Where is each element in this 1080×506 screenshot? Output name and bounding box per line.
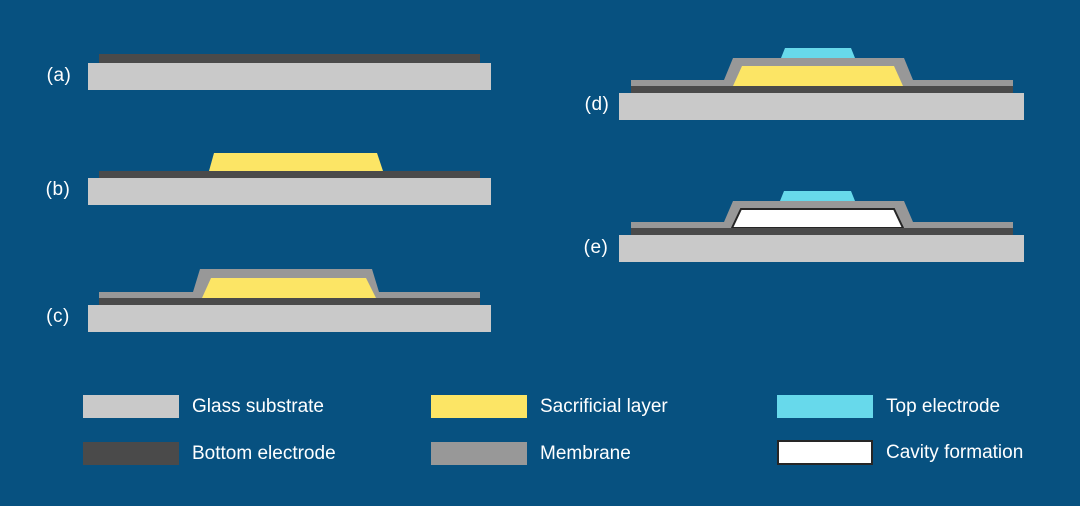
glass-substrate-shape [88, 63, 491, 90]
sacrificial-layer-swatch [431, 395, 527, 418]
panel-label-a: (a) [46, 65, 72, 86]
top-electrode-shape [780, 191, 855, 201]
sacrificial-layer-shape [209, 153, 383, 171]
glass-substrate-shape [88, 178, 491, 205]
cavity-formation-swatch [777, 440, 873, 465]
panel-a-drawing [88, 54, 491, 90]
legend-item-membrane: Membrane [431, 441, 631, 466]
legend-item-top-electrode: Top electrode [777, 394, 1000, 419]
bottom-electrode-shape [99, 54, 480, 63]
legend-item-cavity-formation: Cavity formation [777, 440, 1023, 465]
legend-label: Sacrificial layer [540, 395, 668, 417]
legend-label: Cavity formation [886, 441, 1024, 463]
glass-substrate-shape [88, 305, 491, 332]
legend-item-sacrificial-layer: Sacrificial layer [431, 394, 668, 419]
panel-label-e: (e) [583, 237, 609, 258]
cavity-formation-shape [730, 208, 905, 229]
legend-label: Membrane [540, 442, 631, 464]
panel-label-d: (d) [584, 94, 610, 115]
membrane-swatch [431, 442, 527, 465]
glass-substrate-swatch [83, 395, 179, 418]
legend-item-bottom-electrode: Bottom electrode [83, 441, 336, 466]
legend-label: Glass substrate [192, 395, 324, 417]
bottom-electrode-swatch [83, 442, 179, 465]
panel-c-drawing [88, 269, 491, 332]
glass-substrate-shape [619, 93, 1024, 120]
legend-label: Top electrode [886, 395, 1001, 417]
bottom-electrode-shape [99, 171, 480, 178]
panel-label-b: (b) [45, 179, 71, 200]
bottom-electrode-shape [631, 228, 1013, 235]
legend-label: Bottom electrode [192, 442, 336, 464]
panel-b-drawing [88, 153, 491, 205]
bottom-electrode-shape [631, 86, 1013, 93]
sacrificial-layer-shape [733, 66, 903, 86]
panel-d-drawing [619, 48, 1024, 120]
glass-substrate-shape [619, 235, 1024, 262]
panel-e-drawing [619, 191, 1024, 262]
bottom-electrode-shape [99, 298, 480, 305]
panel-label-c: (c) [46, 306, 70, 327]
top-electrode-shape [781, 48, 855, 58]
sacrificial-layer-shape [202, 278, 376, 298]
legend-item-glass-substrate: Glass substrate [83, 394, 324, 419]
top-electrode-swatch [777, 395, 873, 418]
